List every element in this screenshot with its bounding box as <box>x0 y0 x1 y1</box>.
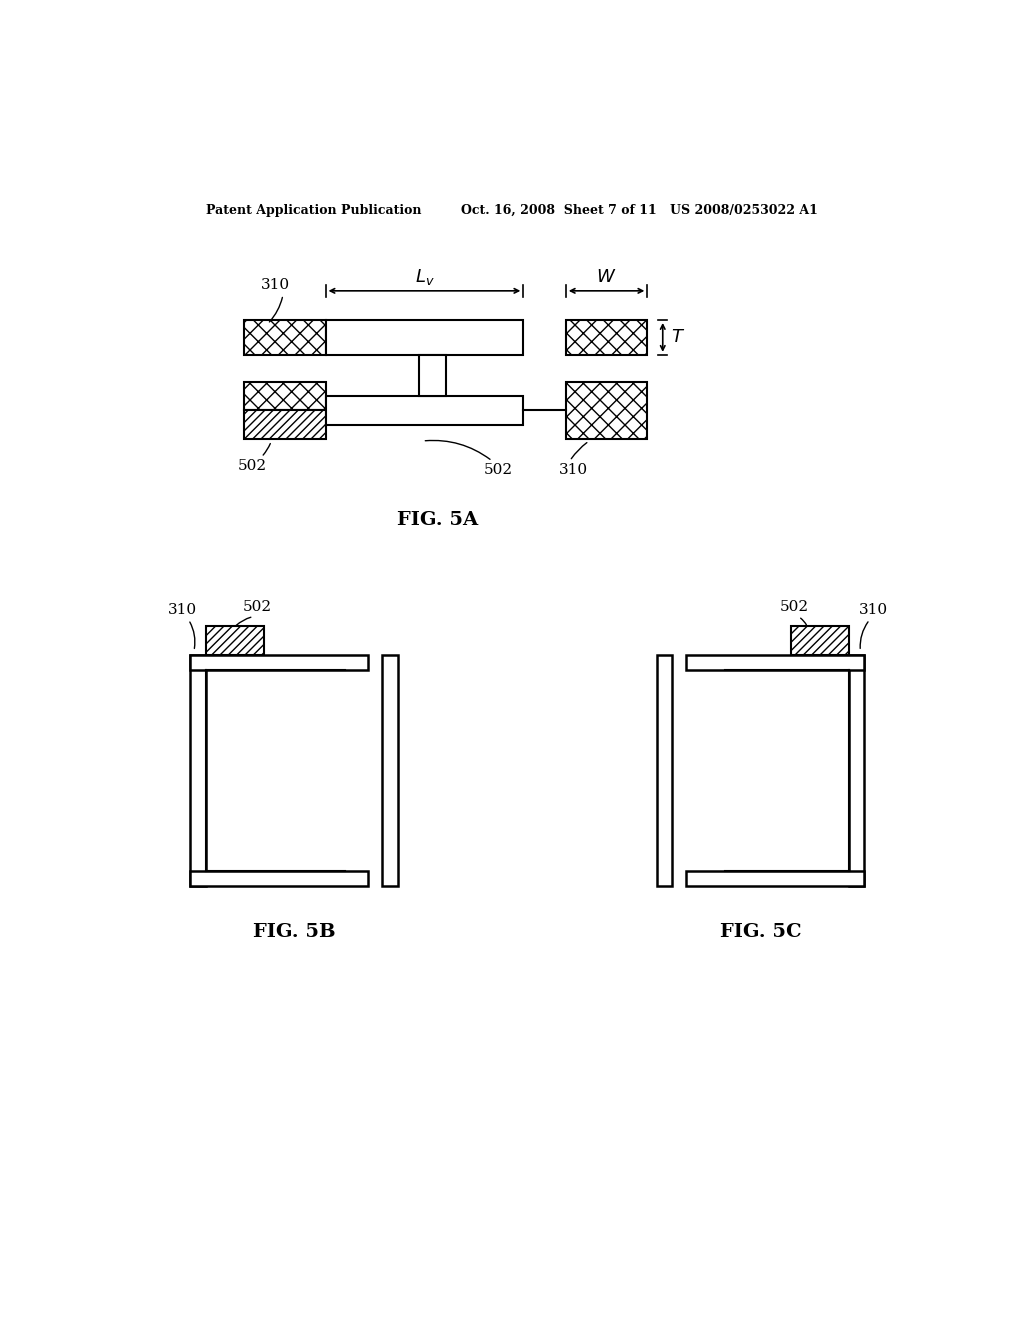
Bar <box>326 396 523 425</box>
Bar <box>566 321 647 355</box>
Text: $W$: $W$ <box>596 268 616 286</box>
Bar <box>419 355 445 396</box>
Text: 310: 310 <box>168 603 197 618</box>
Text: 502: 502 <box>243 601 272 614</box>
Bar <box>849 655 864 886</box>
Bar <box>190 655 206 886</box>
Bar <box>245 381 326 411</box>
Bar <box>686 655 864 671</box>
Text: 310: 310 <box>261 279 290 293</box>
Text: FIG. 5B: FIG. 5B <box>253 923 335 941</box>
Text: FIG. 5A: FIG. 5A <box>397 511 478 529</box>
Bar <box>245 321 326 355</box>
Text: US 2008/0253022 A1: US 2008/0253022 A1 <box>671 205 818 218</box>
Bar <box>566 381 647 440</box>
Bar <box>190 871 369 886</box>
Text: 310: 310 <box>559 463 588 478</box>
Bar <box>245 411 326 440</box>
Text: FIG. 5C: FIG. 5C <box>720 923 801 941</box>
Text: Oct. 16, 2008  Sheet 7 of 11: Oct. 16, 2008 Sheet 7 of 11 <box>461 205 657 218</box>
Bar <box>686 871 864 886</box>
Text: $T$: $T$ <box>671 329 685 346</box>
Bar <box>190 655 369 671</box>
Bar <box>656 655 672 886</box>
Text: 502: 502 <box>484 463 513 478</box>
Text: 310: 310 <box>859 603 888 618</box>
Text: 502: 502 <box>238 459 266 474</box>
Text: Patent Application Publication: Patent Application Publication <box>206 205 421 218</box>
Bar <box>326 321 523 355</box>
Bar <box>206 626 263 655</box>
Text: 502: 502 <box>780 601 809 614</box>
Bar <box>791 626 849 655</box>
Bar <box>382 655 397 886</box>
Text: $L_v$: $L_v$ <box>415 267 434 286</box>
